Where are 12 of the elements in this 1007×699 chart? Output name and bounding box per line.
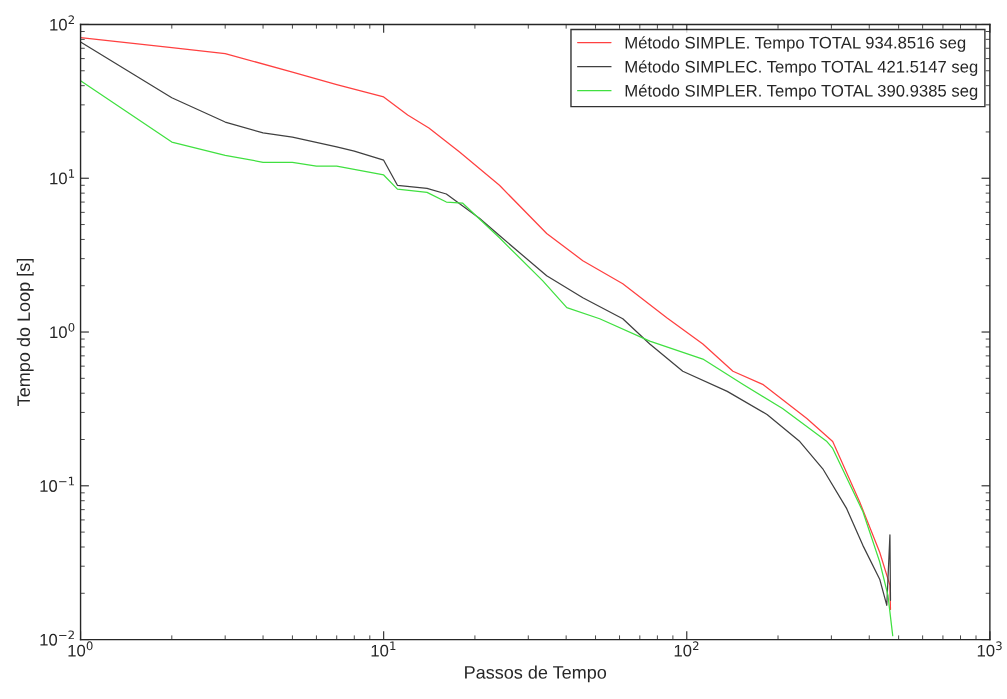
x-axis-title: Passos de Tempo bbox=[465, 665, 607, 683]
x-tick-label: 10$^{1}$ bbox=[371, 641, 396, 657]
y-tick-label: 10$^{−1}$ bbox=[40, 476, 75, 492]
legend-label: Método SIMPLER. Tempo TOTAL 390.9385 seg bbox=[625, 84, 978, 100]
y-tick-label: 10$^{0}$ bbox=[50, 322, 75, 339]
x-tick-label: 10$^{3}$ bbox=[977, 641, 1002, 657]
legend-label: Método SIMPLEC. Tempo TOTAL 421.5147 seg bbox=[625, 60, 978, 76]
y-axis-title: Tempo do Loop [s] bbox=[16, 259, 34, 406]
y-tick-label: 10$^{2}$ bbox=[50, 15, 74, 31]
legend-label: Método SIMPLE. Tempo TOTAL 934.8516 seg bbox=[625, 36, 966, 52]
x-tick-label: 10$^{2}$ bbox=[674, 641, 699, 657]
y-tick-label: 10$^{1}$ bbox=[50, 169, 75, 185]
